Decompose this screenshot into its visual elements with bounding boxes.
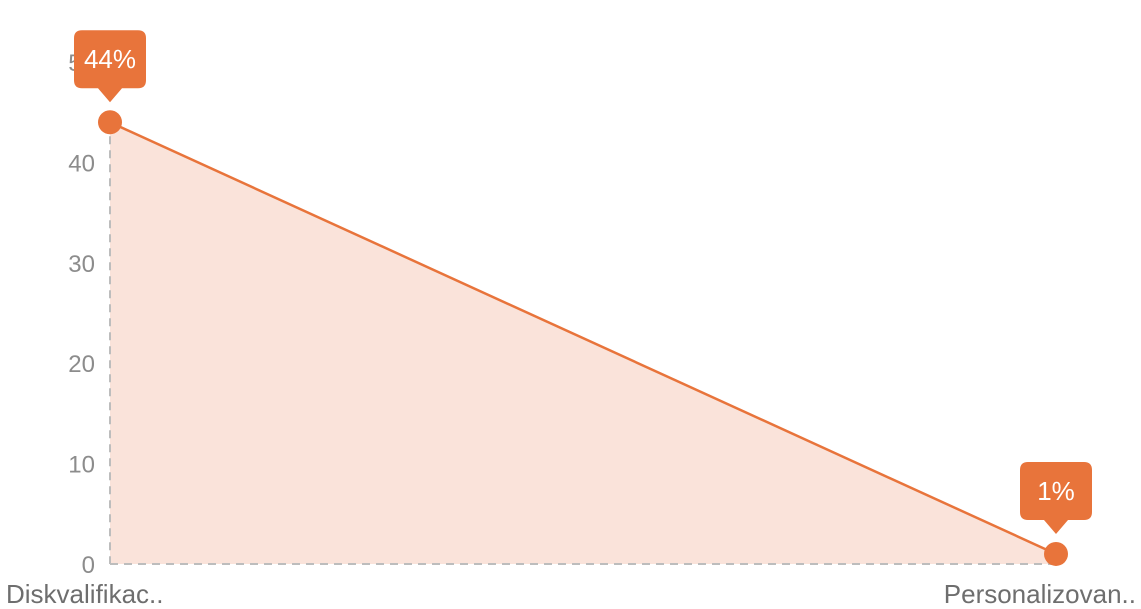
area-fill <box>110 122 1056 565</box>
data-point <box>98 110 122 135</box>
y-axis-ticks: 01020304050 <box>68 50 95 579</box>
y-tick-label: 40 <box>68 150 95 177</box>
data-label: 44% <box>84 44 136 74</box>
y-tick-label: 10 <box>68 452 95 479</box>
series-line <box>109 121 1057 556</box>
data-label-bubble <box>74 30 146 103</box>
y-tick-label: 20 <box>68 351 95 378</box>
data-label: 1% <box>1037 476 1075 506</box>
data-points <box>98 110 1068 566</box>
data-label-bubble <box>1020 461 1092 534</box>
x-axis-categories: Diskvalifikac.. Personalizovan.. <box>6 579 1136 609</box>
x-category-label: Diskvalifikac.. <box>6 579 163 609</box>
y-tick-label: 0 <box>82 552 95 579</box>
data-point <box>1044 541 1068 566</box>
plot-area: 44% 1% <box>74 30 1092 566</box>
data-labels: 44% 1% <box>74 30 1092 534</box>
x-category-label: Personalizovan.. <box>944 579 1136 609</box>
y-tick-label: 30 <box>68 251 95 278</box>
